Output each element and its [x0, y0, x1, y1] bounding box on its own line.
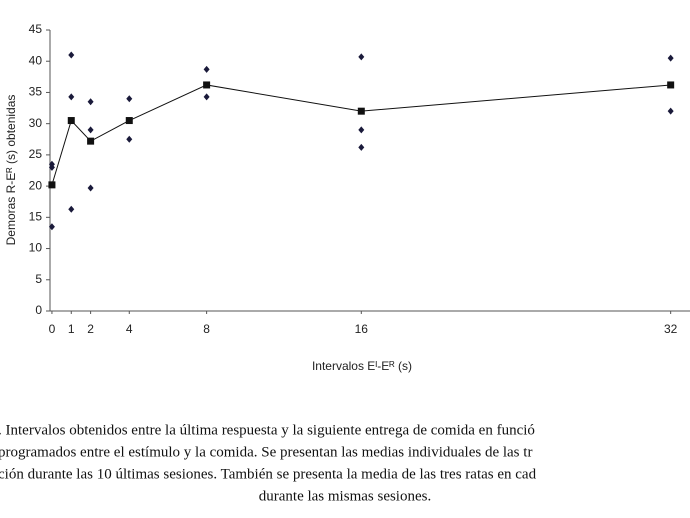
mean-marker — [203, 81, 211, 89]
x-tick-label: 32 — [664, 322, 678, 336]
x-tick-label: 16 — [355, 322, 369, 336]
mean-marker — [125, 117, 133, 125]
mean-line — [51, 84, 671, 186]
x-tick-label: 2 — [87, 322, 94, 336]
y-tick-label: 45 — [29, 22, 43, 36]
caption-line: . Intervalos obtenidos entre la última r… — [0, 422, 535, 438]
individual-point — [68, 93, 75, 101]
individual-point — [667, 107, 674, 115]
individual-point — [48, 223, 55, 231]
individual-point — [68, 51, 75, 59]
individual-point — [87, 126, 94, 134]
y-tick-label: 40 — [29, 53, 43, 67]
caption-line: durante las mismas sesiones. — [259, 488, 431, 504]
x-tick-label: 4 — [126, 322, 133, 336]
individual-point — [203, 65, 210, 73]
y-tick-label: 20 — [29, 178, 43, 192]
mean-marker — [87, 137, 95, 145]
individual-point — [358, 53, 365, 61]
x-tick-label: 0 — [49, 322, 56, 336]
individual-point — [48, 163, 55, 171]
caption-line: programados entre el estímulo y la comid… — [0, 444, 532, 460]
individual-point — [358, 143, 365, 151]
x-axis-label: Intervalos Eᴵ-Eᴿ (s) — [312, 359, 412, 373]
individual-point — [126, 95, 133, 103]
mean-marker — [357, 107, 365, 115]
x-tick-label: 8 — [203, 322, 210, 336]
y-tick-label: 30 — [29, 116, 43, 130]
x-tick-label: 1 — [68, 322, 75, 336]
y-tick-label: 5 — [35, 272, 42, 286]
caption-line: ción durante las 10 últimas sesiones. Ta… — [0, 466, 537, 482]
mean-marker — [67, 117, 75, 125]
y-axis-label: Demoras R-Eᴿ (s) obtenidas — [4, 95, 18, 246]
individual-point — [87, 184, 94, 192]
individual-point — [87, 98, 94, 106]
y-tick-label: 35 — [29, 85, 43, 99]
y-tick-label: 15 — [29, 210, 43, 224]
y-tick-label: 10 — [29, 241, 43, 255]
y-tick-label: 0 — [35, 303, 42, 317]
individual-point — [667, 54, 674, 62]
mean-marker — [667, 81, 675, 89]
individual-point — [358, 126, 365, 134]
mean-marker — [48, 181, 56, 189]
individual-point — [126, 135, 133, 143]
y-tick-label: 25 — [29, 147, 43, 161]
individual-point — [68, 205, 75, 213]
individual-point — [203, 93, 210, 101]
